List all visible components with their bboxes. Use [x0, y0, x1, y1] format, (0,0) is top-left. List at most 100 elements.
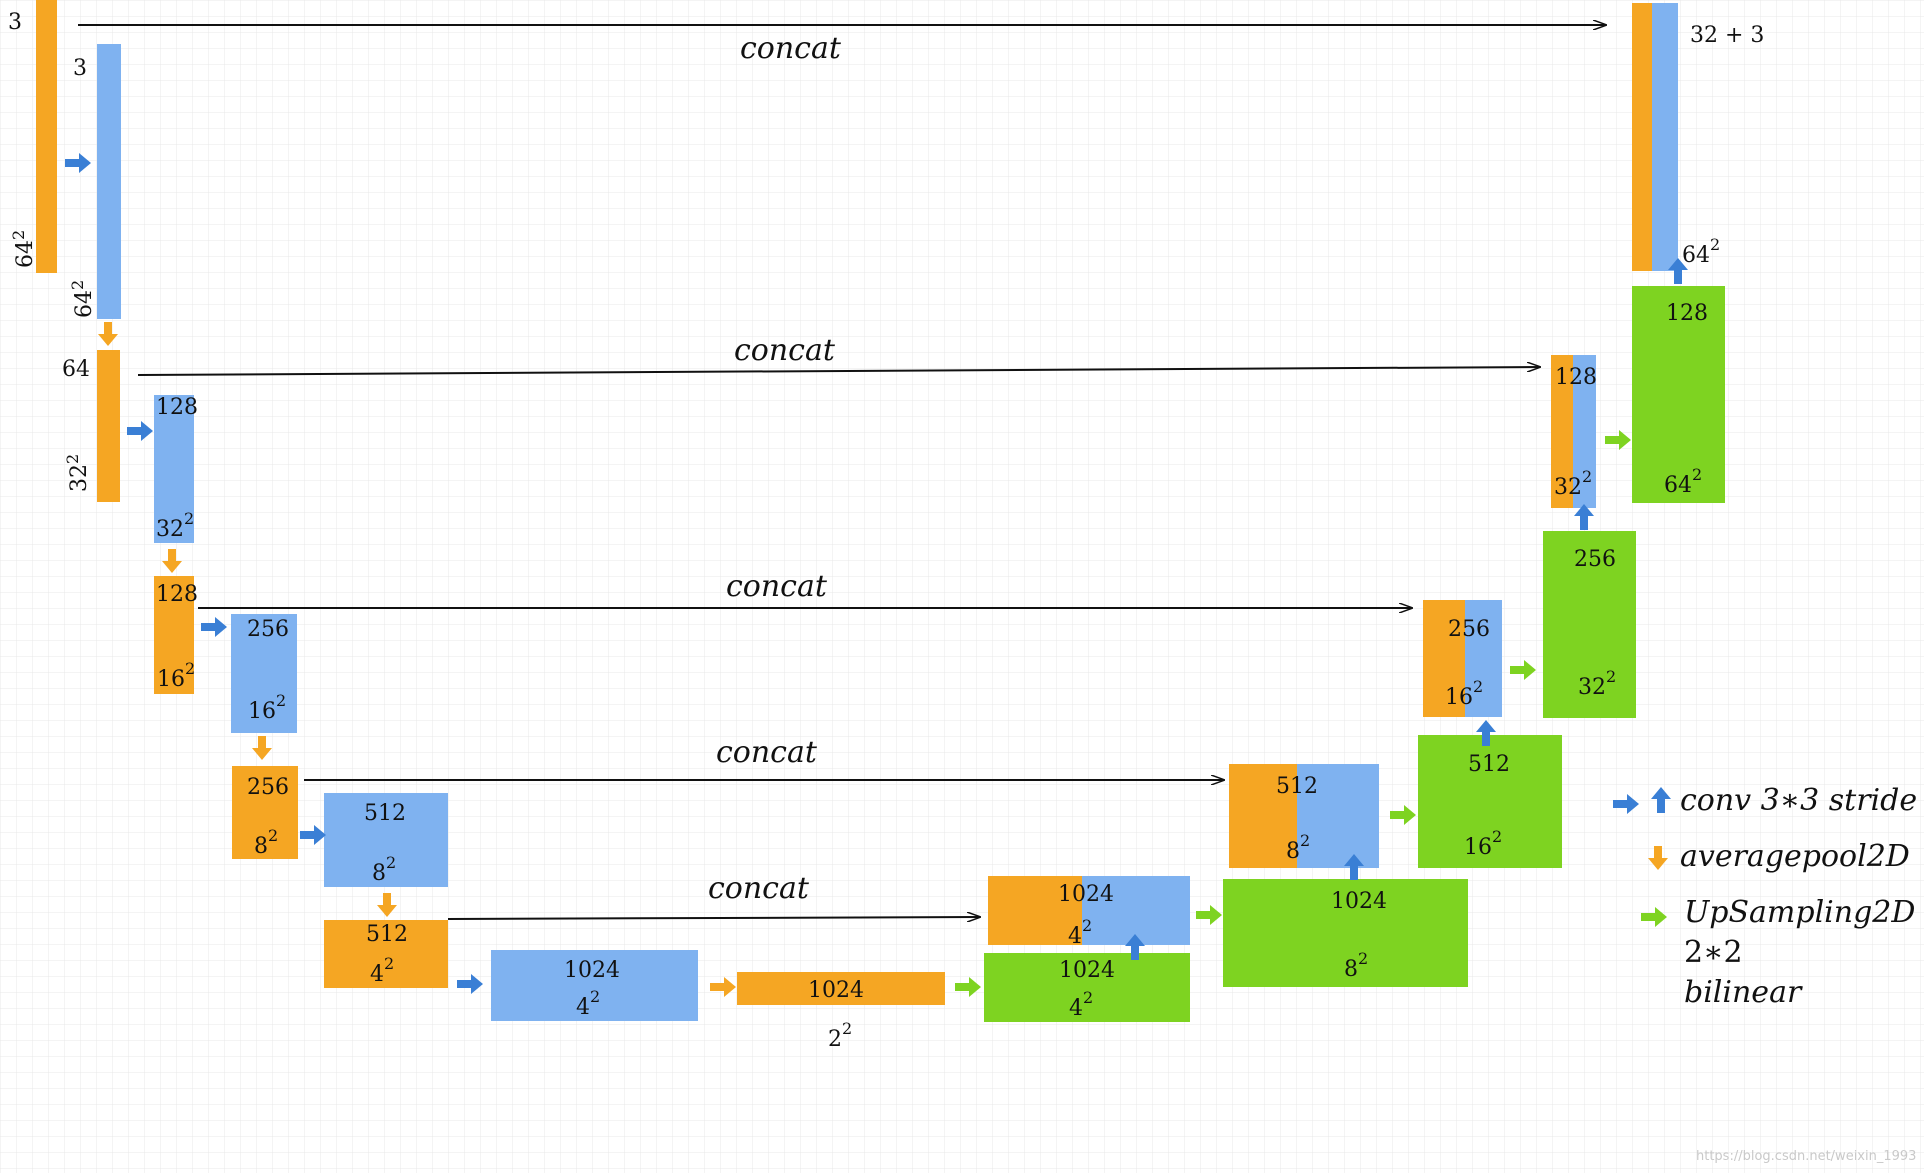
bottleneck-conv-channels: 1024	[564, 958, 620, 983]
dec-cat2-pool-part	[1229, 764, 1297, 868]
concat-lines	[78, 25, 1606, 919]
upsample-arrows	[955, 430, 1631, 997]
bottleneck-conv-size: 42	[576, 987, 600, 1020]
dec-output-channels: 32 + 3	[1690, 23, 1764, 48]
dec-output-size: 642	[1682, 235, 1720, 268]
bottleneck-pool-size: 22	[828, 1019, 852, 1052]
dec-up5-channels: 128	[1666, 301, 1708, 326]
pool-arrow-down-icon	[377, 893, 397, 917]
enc-conv2-block	[154, 395, 194, 543]
legend-upsample-label-3: bilinear	[1684, 975, 1803, 1010]
enc-conv3-channels: 256	[247, 617, 289, 642]
enc-conv2-size: 322	[156, 509, 194, 542]
dec-up3-size: 162	[1464, 827, 1502, 860]
concat-line-5	[447, 917, 980, 919]
enc-conv4-block	[324, 793, 448, 887]
dec-up5-block	[1632, 286, 1725, 503]
enc-pool4-size: 42	[370, 954, 394, 987]
dec-cat2-channels: 512	[1276, 774, 1318, 799]
pool-arrow-down-icon	[252, 736, 272, 760]
conv-arrow-up-icon	[1476, 720, 1496, 746]
enc-conv3-block	[231, 614, 297, 733]
dec-cat4-conv-part	[1573, 355, 1596, 508]
upsample-arrow-right-icon	[955, 977, 981, 997]
concat-label-4: concat	[716, 735, 818, 770]
decoder: 1024 42 1024 42 1024 82 512 82 512 162 2…	[984, 3, 1764, 1022]
dec-up3-block	[1418, 735, 1562, 868]
dec-up1-block	[984, 953, 1190, 1022]
enc-conv4-size: 82	[372, 853, 396, 886]
upsample-arrow-right-icon	[1605, 430, 1631, 450]
enc-pool2-size: 162	[157, 659, 195, 692]
concat-line-2	[137, 367, 1540, 376]
conv-arrow-up-icon	[1344, 854, 1364, 880]
dec-cat4-size: 322	[1554, 467, 1592, 500]
conv-arrows	[65, 153, 1688, 994]
dec-cat4-pool-part	[1551, 355, 1573, 508]
dec-cat4-channels: 128	[1555, 365, 1597, 390]
legend-upsample-label-2: 2∗2	[1684, 935, 1743, 970]
upsample-arrow-right-icon	[1196, 905, 1222, 925]
dec-cat3-pool-part	[1423, 600, 1465, 717]
enc-conv1-block	[97, 44, 121, 319]
dec-output-conv-part	[1652, 3, 1678, 271]
legend-upsample-label-1: UpSampling2D	[1684, 895, 1915, 930]
pool-arrow-down-icon	[98, 322, 118, 346]
legend-conv-right-icon	[1613, 794, 1639, 814]
dec-up2-channels: 1024	[1331, 889, 1387, 914]
conv-arrow-right-icon	[127, 421, 153, 441]
enc-conv4-channels: 512	[364, 801, 406, 826]
pool-arrow-right-icon	[710, 977, 736, 997]
conv-arrow-right-icon	[65, 153, 91, 173]
enc-pool2-block	[154, 576, 194, 694]
legend: conv 3∗3 stride 1 averagepool2D UpSampli…	[1613, 783, 1924, 1010]
dec-cat1-conv-part	[1082, 876, 1190, 945]
dec-cat3-conv-part	[1465, 600, 1502, 717]
concat-label-2: concat	[734, 333, 836, 368]
enc-input-block	[36, 0, 57, 273]
watermark: https://blog.csdn.net/weixin_1993	[1696, 1149, 1916, 1164]
enc-pool4-channels: 512	[366, 922, 408, 947]
conv-arrow-right-icon	[201, 617, 227, 637]
legend-pool-down-icon	[1648, 846, 1668, 870]
enc-pool2-channels: 128	[156, 582, 198, 607]
enc-pool1-size: 322	[63, 454, 92, 492]
bottleneck-conv-block	[491, 950, 698, 1021]
bottleneck-pool-channels: 1024	[808, 978, 864, 1003]
pool-arrows	[98, 322, 736, 997]
dec-up4-size: 322	[1578, 667, 1616, 700]
enc-pool1-block	[97, 350, 120, 502]
enc-conv1-channels: 3	[73, 56, 87, 81]
enc-input-channels: 3	[8, 10, 22, 35]
dec-cat1-channels: 1024	[1058, 882, 1114, 907]
legend-conv-label: conv 3∗3 stride 1	[1680, 783, 1924, 818]
pool-arrow-down-icon	[162, 549, 182, 573]
dec-cat1-size: 42	[1068, 916, 1092, 949]
enc-pool3-size: 82	[254, 826, 278, 859]
dec-up4-channels: 256	[1574, 547, 1616, 572]
legend-pool-label: averagepool2D	[1680, 839, 1910, 874]
conv-arrow-right-icon	[300, 825, 326, 845]
bottleneck-pool-block	[737, 972, 945, 1005]
dec-up1-channels: 1024	[1059, 958, 1115, 983]
concat-label-1: concat	[740, 31, 842, 66]
dec-up2-block	[1223, 879, 1468, 987]
enc-conv3-size: 162	[248, 691, 286, 724]
enc-input-size: 642	[9, 230, 38, 268]
upsample-arrow-right-icon	[1510, 660, 1536, 680]
legend-upsample-right-icon	[1641, 907, 1667, 927]
dec-up5-size: 642	[1664, 465, 1702, 498]
dec-cat2-conv-part	[1297, 764, 1379, 868]
enc-pool4-block	[324, 920, 448, 988]
enc-pool3-channels: 256	[247, 775, 289, 800]
dec-output-pool-part	[1632, 3, 1652, 271]
enc-pool1-channels: 64	[62, 357, 90, 382]
conv-arrow-up-icon	[1668, 258, 1688, 284]
dec-cat3-channels: 256	[1448, 617, 1490, 642]
enc-conv1-size: 642	[68, 280, 97, 318]
concat-labels: concat concat concat concat concat	[708, 31, 842, 906]
dec-up1-size: 42	[1069, 988, 1093, 1021]
dec-cat2-size: 82	[1286, 831, 1310, 864]
encoder: 3 642 3 642 64 322 128 322 128 162 256 1…	[8, 0, 945, 1052]
